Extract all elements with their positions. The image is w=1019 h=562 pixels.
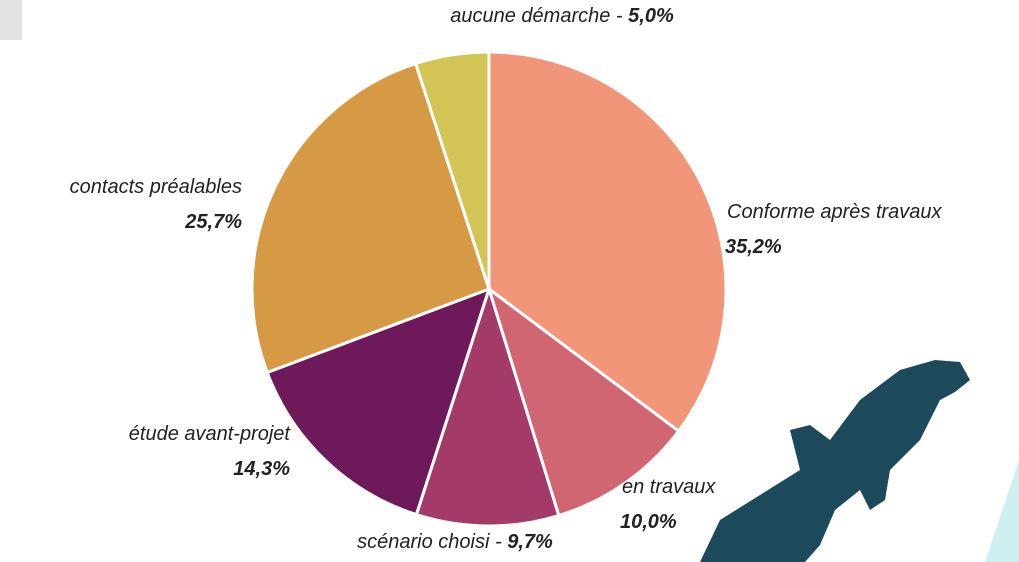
pie-slice <box>413 50 491 290</box>
category-label: scénario choisi <box>357 531 490 553</box>
category-label: contacts préalables <box>70 176 242 198</box>
pie-slice <box>414 284 561 528</box>
pie-slice <box>265 286 492 517</box>
value-label: 9,7% <box>507 531 553 553</box>
value-label: 10,0% <box>620 511 677 533</box>
value-label: 35,2% <box>725 236 782 258</box>
separator: - <box>610 5 628 27</box>
category-label: Conforme après travaux <box>727 201 943 223</box>
wave-decoration <box>985 460 1019 562</box>
fish-silhouette <box>700 360 970 562</box>
slice-label: aucune démarche - 5,0% <box>450 5 674 27</box>
corner-decoration <box>0 0 22 40</box>
value-label: 25,7% <box>184 211 242 233</box>
category-label: étude avant-projet <box>129 423 292 445</box>
category-label: en travaux <box>622 476 716 498</box>
pie-slice <box>487 50 728 434</box>
value-label: 5,0% <box>628 5 674 27</box>
value-label: 14,3% <box>233 458 290 480</box>
separator: - <box>489 531 507 553</box>
pie-slice <box>250 61 491 375</box>
category-label: aucune démarche <box>450 5 610 27</box>
slice-label: scénario choisi - 9,7% <box>357 531 553 553</box>
pie-slice <box>486 285 681 518</box>
